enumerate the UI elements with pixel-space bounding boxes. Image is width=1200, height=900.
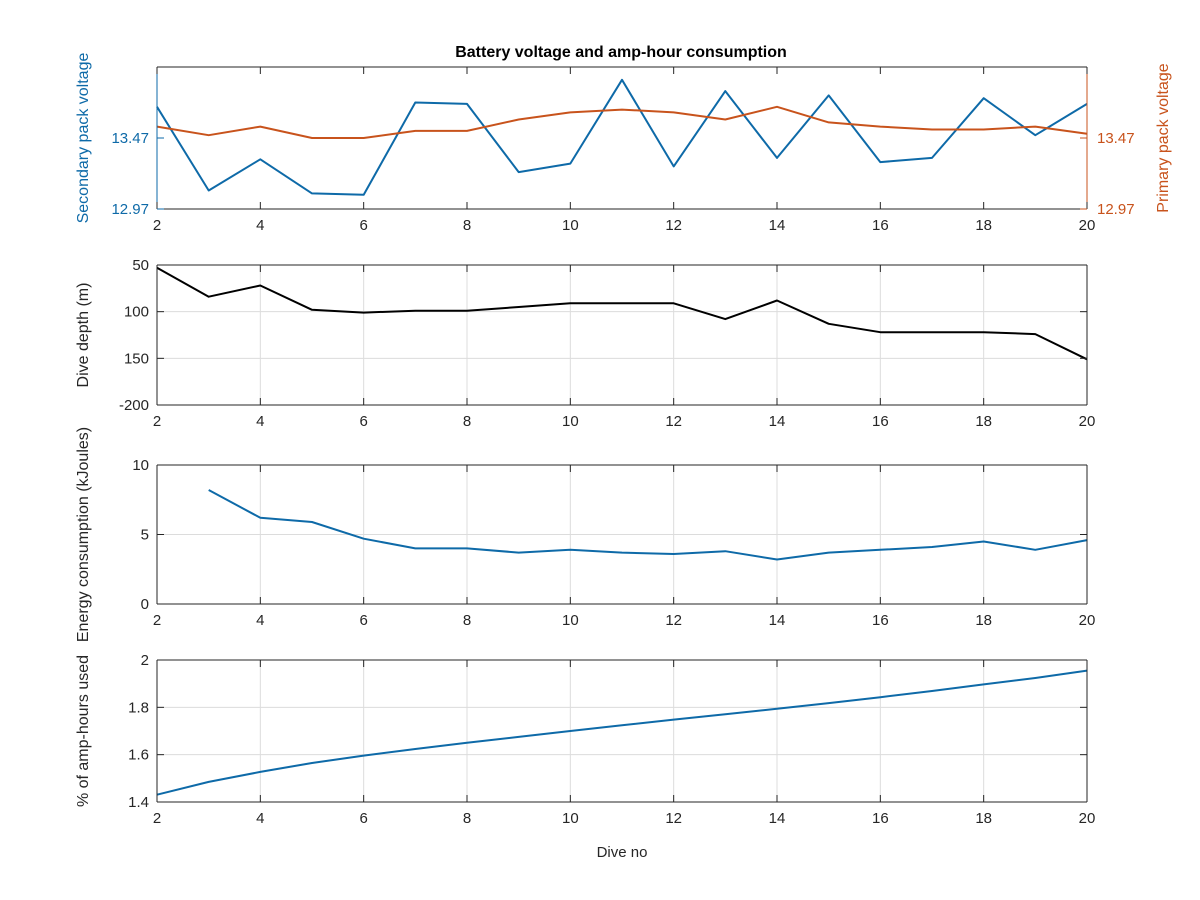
- series-line-1: [156, 266, 1088, 361]
- x-tick-label: 18: [975, 413, 992, 430]
- x-tick-label: 4: [256, 810, 264, 827]
- x-tick-label: 18: [975, 612, 992, 629]
- x-tick-label: 10: [562, 810, 579, 827]
- x-tick-label: 2: [153, 413, 161, 430]
- x-tick-label: 8: [463, 413, 471, 430]
- y-axis-label: Dive depth (m): [75, 283, 92, 388]
- x-tick-label: 12: [665, 413, 682, 430]
- y2-tick-label: 12.97: [1097, 201, 1135, 218]
- x-tick-label: 8: [463, 217, 471, 234]
- y-tick-label: 150: [124, 350, 149, 367]
- y-tick-label: -200: [119, 397, 149, 414]
- y-tick-label: 0: [141, 596, 149, 613]
- x-tick-label: 4: [256, 413, 264, 430]
- y-tick-label: 12.97: [111, 201, 149, 218]
- x-tick-label: 14: [769, 810, 786, 827]
- x-tick-label: 8: [463, 612, 471, 629]
- y-tick-label: 13.47: [111, 130, 149, 147]
- x-tick-label: 20: [1079, 612, 1096, 629]
- x-tick-label: 16: [872, 217, 889, 234]
- x-tick-label: 12: [665, 612, 682, 629]
- x-tick-label: 14: [769, 413, 786, 430]
- x-tick-label: 2: [153, 612, 161, 629]
- x-tick-label: 2: [153, 810, 161, 827]
- x-tick-label: 20: [1079, 413, 1096, 430]
- x-tick-label: 4: [256, 612, 264, 629]
- subplot-2: 2 4 6 8 10 12 14 16 18 20 50 100 150 -200 Dive depth (…: [75, 257, 1095, 430]
- x-tick-label: 16: [872, 810, 889, 827]
- y-axis-label: Energy consumption (kJoules): [75, 427, 92, 642]
- series-line-2: [156, 105, 1088, 139]
- x-tick-label: 6: [359, 612, 367, 629]
- x-tick-label: 12: [665, 217, 682, 234]
- y-tick-label: 100: [124, 304, 149, 321]
- x-tick-label: 10: [562, 612, 579, 629]
- figure-title: Battery voltage and amp-hour consumption: [455, 44, 787, 61]
- x-axis-label: Dive no: [597, 844, 648, 861]
- y2-axis-label: Primary pack voltage: [1155, 63, 1172, 212]
- y-tick-label: 1.8: [128, 699, 149, 716]
- x-tick-label: 2: [153, 217, 161, 234]
- y-tick-label: 5: [141, 527, 149, 544]
- y-axis-label: % of amp-hours used: [75, 655, 92, 807]
- x-tick-label: 10: [562, 217, 579, 234]
- x-tick-label: 14: [769, 612, 786, 629]
- subplot-3: 2 4 6 8 10 12 14 16 18 20 0 5 10 Energy consumption (…: [75, 427, 1095, 642]
- x-tick-label: 6: [359, 810, 367, 827]
- subplot-1: 2 4 6 8 10 12 14 16 18 2012.9713.4712.9713.47Seco…: [75, 53, 1172, 234]
- subplots: 2 4 6 8 10 12 14 16 18 2012.9713.4712.9713.47Seco…: [75, 53, 1172, 861]
- x-tick-label: 14: [769, 217, 786, 234]
- x-tick-label: 4: [256, 217, 264, 234]
- y-tick-label: 2: [141, 652, 149, 669]
- subplot-4: 2 4 6 8 10 12 14 16 18 20 1.4 1.6 1.8 2 % of amp-hours…: [75, 652, 1095, 861]
- y-axis-label: Secondary pack voltage: [75, 53, 92, 224]
- x-tick-label: 16: [872, 612, 889, 629]
- series-line-1: [208, 489, 1088, 561]
- y2-tick-label: 13.47: [1097, 130, 1135, 147]
- x-tick-label: 20: [1079, 217, 1096, 234]
- x-tick-label: 18: [975, 217, 992, 234]
- series-line-1: [156, 669, 1088, 796]
- x-tick-label: 12: [665, 810, 682, 827]
- x-tick-label: 6: [359, 413, 367, 430]
- x-tick-label: 18: [975, 810, 992, 827]
- x-tick-label: 20: [1079, 810, 1096, 827]
- y-tick-label: 50: [132, 257, 149, 274]
- y-tick-label: 1.4: [128, 794, 149, 811]
- x-tick-label: 8: [463, 810, 471, 827]
- x-tick-label: 16: [872, 413, 889, 430]
- y-tick-label: 10: [132, 457, 149, 474]
- y-tick-label: 1.6: [128, 747, 149, 764]
- x-tick-label: 6: [359, 217, 367, 234]
- x-tick-label: 10: [562, 413, 579, 430]
- series-line-1: [156, 78, 1088, 196]
